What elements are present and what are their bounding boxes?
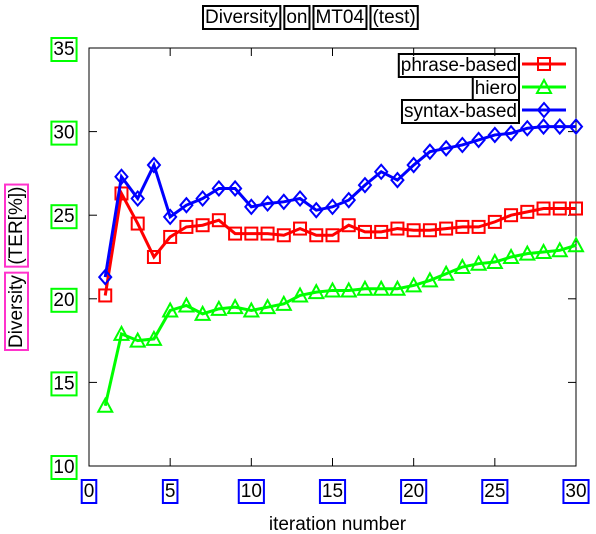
x-tick-label-box: 15	[320, 480, 345, 503]
title-word-3-box: (test)	[370, 6, 417, 29]
legend-item-phrase-based: phrase-based	[399, 54, 566, 77]
series-layer	[98, 120, 583, 412]
title-word-3: (test)	[372, 7, 415, 28]
x-tick-label: 15	[322, 481, 343, 502]
y-tick-label-box: 25	[51, 205, 76, 228]
y-label-word-0: Diversity	[6, 275, 27, 348]
series-hiero	[98, 238, 583, 412]
chart-title: Diversity on MT04 (test)	[203, 6, 418, 29]
title-word-0-box: Diversity	[203, 6, 280, 29]
x-tick-label: 0	[84, 481, 95, 502]
x-tick-label: 20	[403, 481, 424, 502]
x-axis-label: iteration number	[269, 514, 407, 534]
y-tick-label: 25	[53, 206, 74, 227]
series-syntax-based	[99, 120, 582, 284]
x-tick-label-box: 5	[163, 480, 178, 503]
x-tick-label-box: 0	[82, 480, 97, 503]
title-word-1-box: on	[284, 6, 309, 29]
legend-label-box: hiero	[473, 77, 519, 100]
legend-label-box: syntax-based	[402, 100, 519, 123]
y-tick-label: 15	[53, 373, 74, 394]
y-tick-label-box: 15	[51, 372, 76, 395]
y-tick-label-box: 30	[51, 122, 76, 145]
legend-label: syntax-based	[404, 101, 517, 122]
legend-label-box: phrase-based	[399, 54, 519, 77]
legend-item-syntax-based: syntax-based	[402, 100, 566, 123]
y-label-word-1: (TER[%])	[6, 187, 27, 265]
series-line-syntax-based	[105, 127, 576, 277]
x-tick-label: 25	[484, 481, 505, 502]
y-axis-label: Diversity (TER[%])	[5, 185, 28, 350]
y-tick-label-box: 20	[51, 289, 76, 312]
y-tick-label-box: 35	[51, 38, 76, 61]
y-tick-label: 30	[53, 123, 74, 144]
x-tick-label: 5	[165, 481, 176, 502]
x-tick-label-box: 30	[563, 480, 588, 503]
y-tick-label-box: 10	[51, 456, 76, 479]
y-tick-label: 10	[53, 457, 74, 478]
title-word-2-box: MT04	[313, 6, 366, 29]
y-label-word-0-box: Diversity	[5, 273, 28, 350]
legend: phrase-basedhierosyntax-based	[399, 54, 566, 123]
y-tick-label: 35	[53, 39, 74, 60]
legend-label: hiero	[475, 78, 517, 99]
title-word-0: Diversity	[205, 7, 278, 28]
title-word-1: on	[286, 7, 307, 28]
legend-item-hiero: hiero	[473, 77, 566, 100]
legend-label: phrase-based	[401, 55, 517, 76]
x-tick-label-box: 25	[482, 480, 507, 503]
title-word-2: MT04	[315, 7, 364, 28]
x-tick-label-box: 10	[239, 480, 264, 503]
x-tick-label: 30	[565, 481, 586, 502]
y-tick-label: 20	[53, 290, 74, 311]
x-tick-label: 10	[241, 481, 262, 502]
series-line-hiero	[105, 245, 576, 406]
x-tick-label-box: 20	[401, 480, 426, 503]
y-label-word-1-box: (TER[%])	[5, 185, 28, 267]
